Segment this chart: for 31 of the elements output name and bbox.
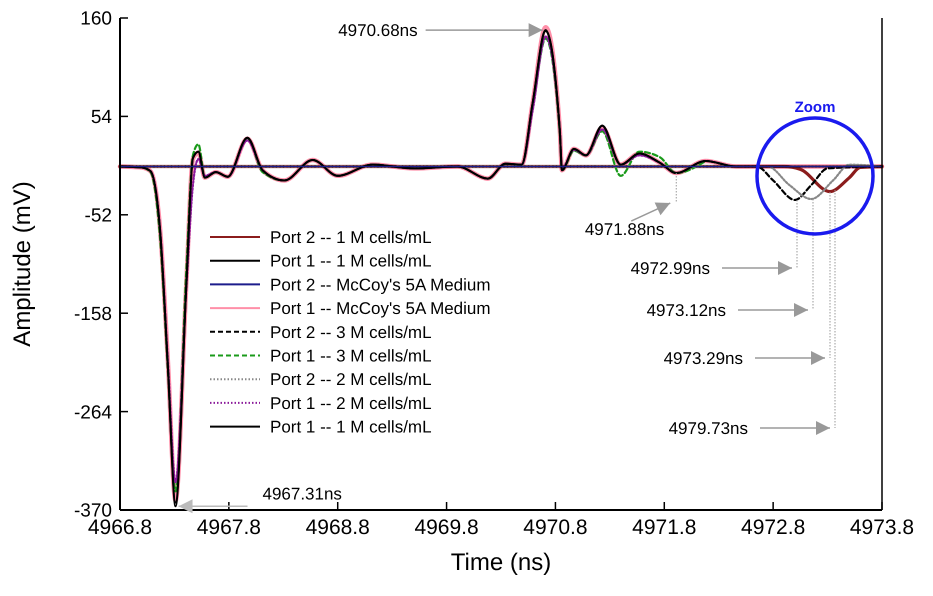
y-axis-title: Amplitude (mV) — [9, 181, 36, 347]
legend-label: Port 2 -- 3 M cells/mL — [270, 322, 432, 342]
annotation: 4967.31ns — [262, 484, 342, 504]
legend-label: Port 1 -- 1 M cells/mL — [270, 252, 432, 271]
legend-label: Port 1 -- McCoy's 5A Medium — [270, 299, 491, 318]
annotation: 4970.68ns — [338, 21, 418, 40]
x-tick-label: 4969.8 — [414, 516, 479, 539]
x-tick-label: 4967.8 — [196, 516, 261, 539]
annotation: 4972.99ns — [630, 259, 710, 278]
legend-label: Port 2 -- 2 M cells/mL — [270, 370, 432, 390]
legend-label: Port 1 -- 2 M cells/mL — [270, 394, 432, 413]
x-tick-label: 4970.8 — [523, 516, 588, 539]
y-tick-label: -52 — [84, 205, 112, 226]
x-tick-label: 4972.8 — [741, 516, 806, 539]
legend-label: Port 1 -- 1 M cells/mL — [270, 418, 432, 437]
legend-label: Port 2 -- McCoy's 5A Medium — [270, 275, 491, 294]
x-tick-label: 4968.8 — [306, 516, 370, 539]
annotation: Zoom — [794, 99, 836, 116]
y-tick-label: -264 — [74, 402, 112, 424]
y-tick-label: 160 — [80, 8, 112, 30]
y-tick-label: -158 — [74, 304, 112, 325]
annotation: 4979.73ns — [668, 419, 748, 438]
x-tick-label: 4973.8 — [850, 516, 914, 539]
annotation: 4973.12ns — [646, 301, 726, 320]
annotation: 4973.29ns — [664, 349, 743, 368]
x-tick-label: 4971.8 — [632, 516, 696, 539]
y-tick-label: 54 — [90, 107, 112, 128]
legend-label: Port 2 -- 1 M cells/mL — [270, 228, 432, 247]
x-axis-title: Time (ns) — [450, 549, 552, 576]
legend-label: Port 1 -- 3 M cells/mL — [270, 346, 432, 366]
annotation: 4971.88ns — [584, 220, 664, 240]
